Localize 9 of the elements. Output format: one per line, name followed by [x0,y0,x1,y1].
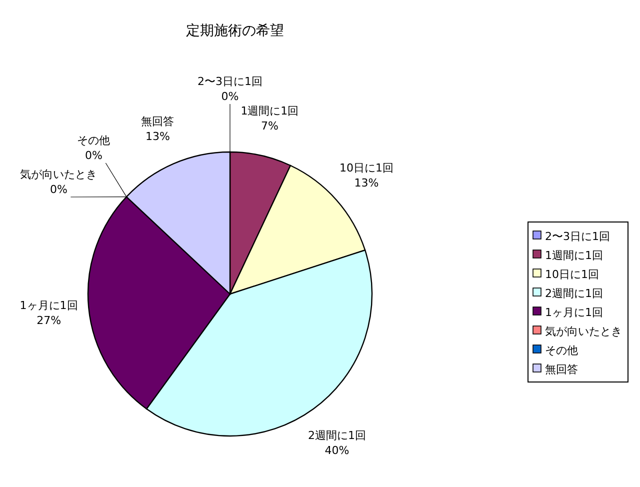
legend-label: その他 [545,344,578,357]
chart-title: 定期施術の希望 [186,23,284,39]
legend-label: 2週間に1回 [545,287,603,300]
legend-label: 1週間に1回 [545,249,603,262]
legend-label: 10日に1回 [545,268,599,281]
legend-label: 1ヶ月に1回 [545,306,603,319]
legend-label: 2〜3日に1回 [545,230,610,243]
legend-label: 無回答 [545,363,578,376]
legend-label: 気が向いたとき [545,325,622,338]
